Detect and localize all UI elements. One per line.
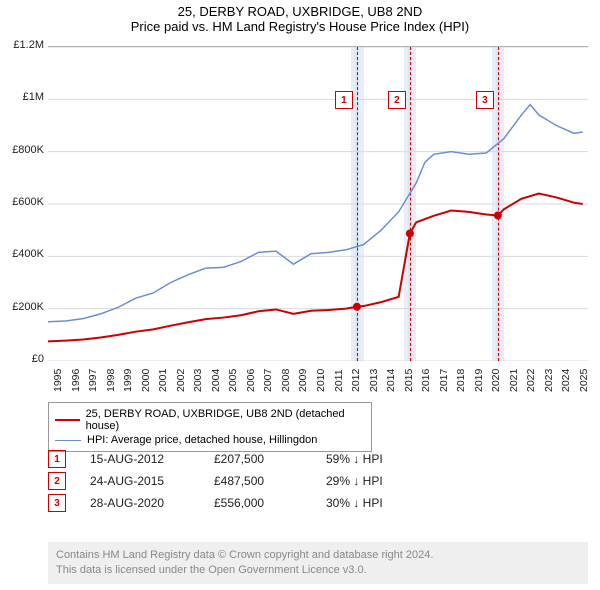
marker-pct: 59% ↓ HPI (326, 452, 446, 466)
chart-area: 1 2 3 (48, 46, 588, 361)
y-tick-label: £0 (0, 353, 44, 365)
marker-table-row: 3 28-AUG-2020£556,00030% ↓ HPI (48, 492, 446, 514)
x-tick-label: 1998 (105, 369, 117, 392)
x-tick-label: 2010 (315, 369, 327, 392)
marker-date: 15-AUG-2012 (90, 452, 214, 466)
x-tick-label: 1995 (52, 369, 64, 392)
marker-pct: 30% ↓ HPI (326, 496, 446, 510)
y-tick-label: £1.2M (0, 39, 44, 51)
page-subtitle: Price paid vs. HM Land Registry's House … (0, 19, 600, 36)
y-tick-label: £400K (0, 248, 44, 260)
x-tick-label: 2005 (227, 369, 239, 392)
marker-number-box: 3 (48, 494, 66, 512)
x-tick-label: 2021 (508, 369, 520, 392)
x-tick-label: 2017 (438, 369, 450, 392)
x-tick-label: 1997 (87, 369, 99, 392)
x-tick-label: 2004 (210, 369, 222, 392)
marker-price: £487,500 (214, 474, 326, 488)
marker-price: £556,000 (214, 496, 326, 510)
marker-date: 28-AUG-2020 (90, 496, 214, 510)
x-tick-label: 2003 (192, 369, 204, 392)
x-tick-label: 1996 (70, 369, 82, 392)
x-tick-label: 2012 (350, 369, 362, 392)
y-tick-label: £600K (0, 196, 44, 208)
sale-marker-badge: 1 (335, 91, 353, 109)
x-tick-label: 2001 (157, 369, 169, 392)
x-tick-label: 2009 (297, 369, 309, 392)
x-tick-label: 2018 (455, 369, 467, 392)
page-title: 25, DERBY ROAD, UXBRIDGE, UB8 2ND (0, 0, 600, 19)
x-tick-label: 2023 (543, 369, 555, 392)
x-tick-label: 2025 (578, 369, 590, 392)
x-tick-label: 2006 (245, 369, 257, 392)
x-tick-label: 2002 (175, 369, 187, 392)
markers-table: 1 15-AUG-2012£207,50059% ↓ HPI 2 24-AUG-201… (48, 448, 446, 514)
marker-number-box: 2 (48, 472, 66, 490)
legend: 25, DERBY ROAD, UXBRIDGE, UB8 2ND (detac… (48, 402, 372, 452)
legend-label: 25, DERBY ROAD, UXBRIDGE, UB8 2ND (detac… (86, 408, 365, 432)
y-tick-label: £800K (0, 144, 44, 156)
marker-date: 24-AUG-2015 (90, 474, 214, 488)
y-tick-label: £1M (0, 91, 44, 103)
footer-line1: Contains HM Land Registry data © Crown c… (56, 549, 433, 561)
marker-table-row: 1 15-AUG-2012£207,50059% ↓ HPI (48, 448, 446, 470)
x-tick-label: 1999 (122, 369, 134, 392)
chart-plot (48, 47, 588, 361)
footer-attribution: Contains HM Land Registry data © Crown c… (48, 542, 588, 584)
marker-number-box: 1 (48, 450, 66, 468)
marker-price: £207,500 (214, 452, 326, 466)
x-tick-label: 2007 (262, 369, 274, 392)
x-tick-label: 2019 (473, 369, 485, 392)
legend-swatch (55, 419, 80, 421)
x-tick-label: 2015 (403, 369, 415, 392)
x-tick-label: 2016 (420, 369, 432, 392)
x-tick-label: 2014 (385, 369, 397, 392)
x-tick-label: 2013 (368, 369, 380, 392)
footer-line2: This data is licensed under the Open Gov… (56, 564, 367, 576)
legend-item: HPI: Average price, detached house, Hill… (55, 433, 365, 447)
sale-marker-badge: 2 (388, 91, 406, 109)
legend-label: HPI: Average price, detached house, Hill… (87, 434, 317, 446)
x-tick-label: 2022 (525, 369, 537, 392)
x-tick-label: 2020 (490, 369, 502, 392)
x-tick-label: 2000 (140, 369, 152, 392)
y-tick-label: £200K (0, 301, 44, 313)
legend-swatch (55, 440, 81, 441)
x-tick-label: 2024 (560, 369, 572, 392)
sale-marker-badge: 3 (476, 91, 494, 109)
marker-pct: 29% ↓ HPI (326, 474, 446, 488)
x-tick-label: 2008 (280, 369, 292, 392)
legend-item: 25, DERBY ROAD, UXBRIDGE, UB8 2ND (detac… (55, 407, 365, 433)
x-tick-label: 2011 (333, 369, 345, 392)
marker-table-row: 2 24-AUG-2015£487,50029% ↓ HPI (48, 470, 446, 492)
